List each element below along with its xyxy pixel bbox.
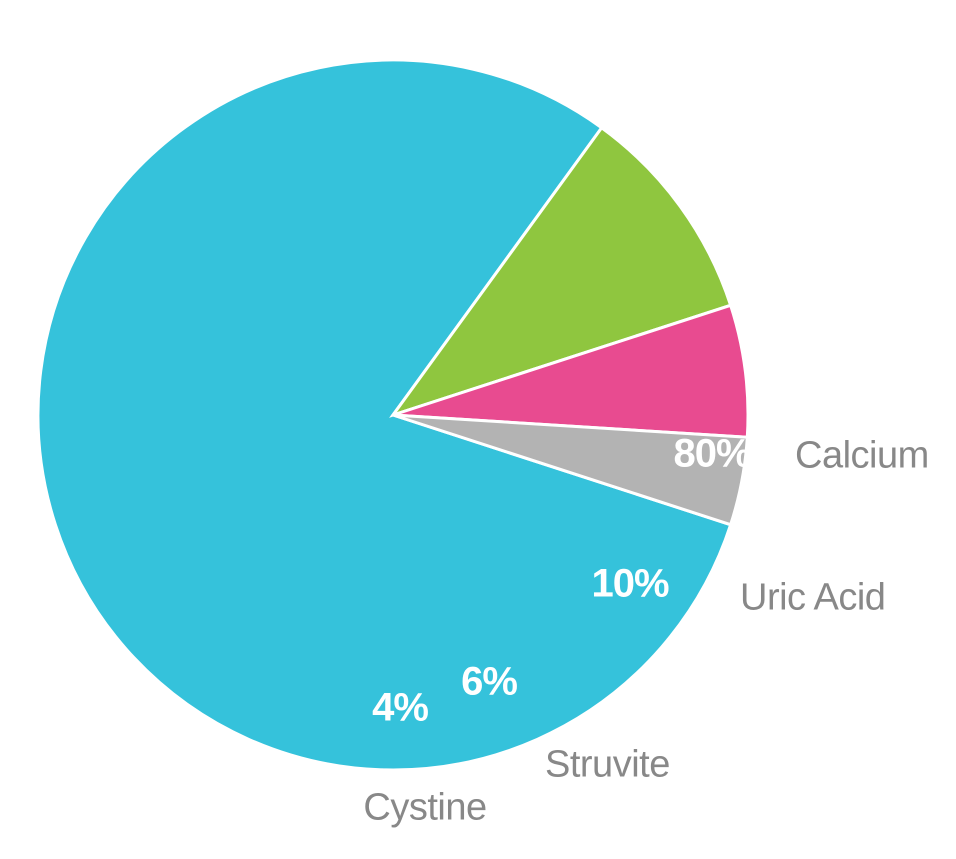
pie-chart-container: 80% Calcium 10% Uric Acid 6% Struvite 4% Cystin… (0, 0, 956, 854)
slice-value-struvite: 6% (461, 660, 517, 705)
slice-label-cystine: Cystine (363, 787, 486, 830)
slice-label-uric-acid: Uric Acid (740, 577, 885, 620)
slice-label-calcium: Calcium (795, 435, 929, 478)
slice-value-uric-acid: 10% (591, 562, 668, 607)
slice-value-cystine: 4% (372, 686, 428, 731)
slice-label-struvite: Struvite (545, 744, 670, 787)
slice-value-calcium: 80% (673, 432, 750, 477)
pie-chart-svg (0, 0, 956, 854)
